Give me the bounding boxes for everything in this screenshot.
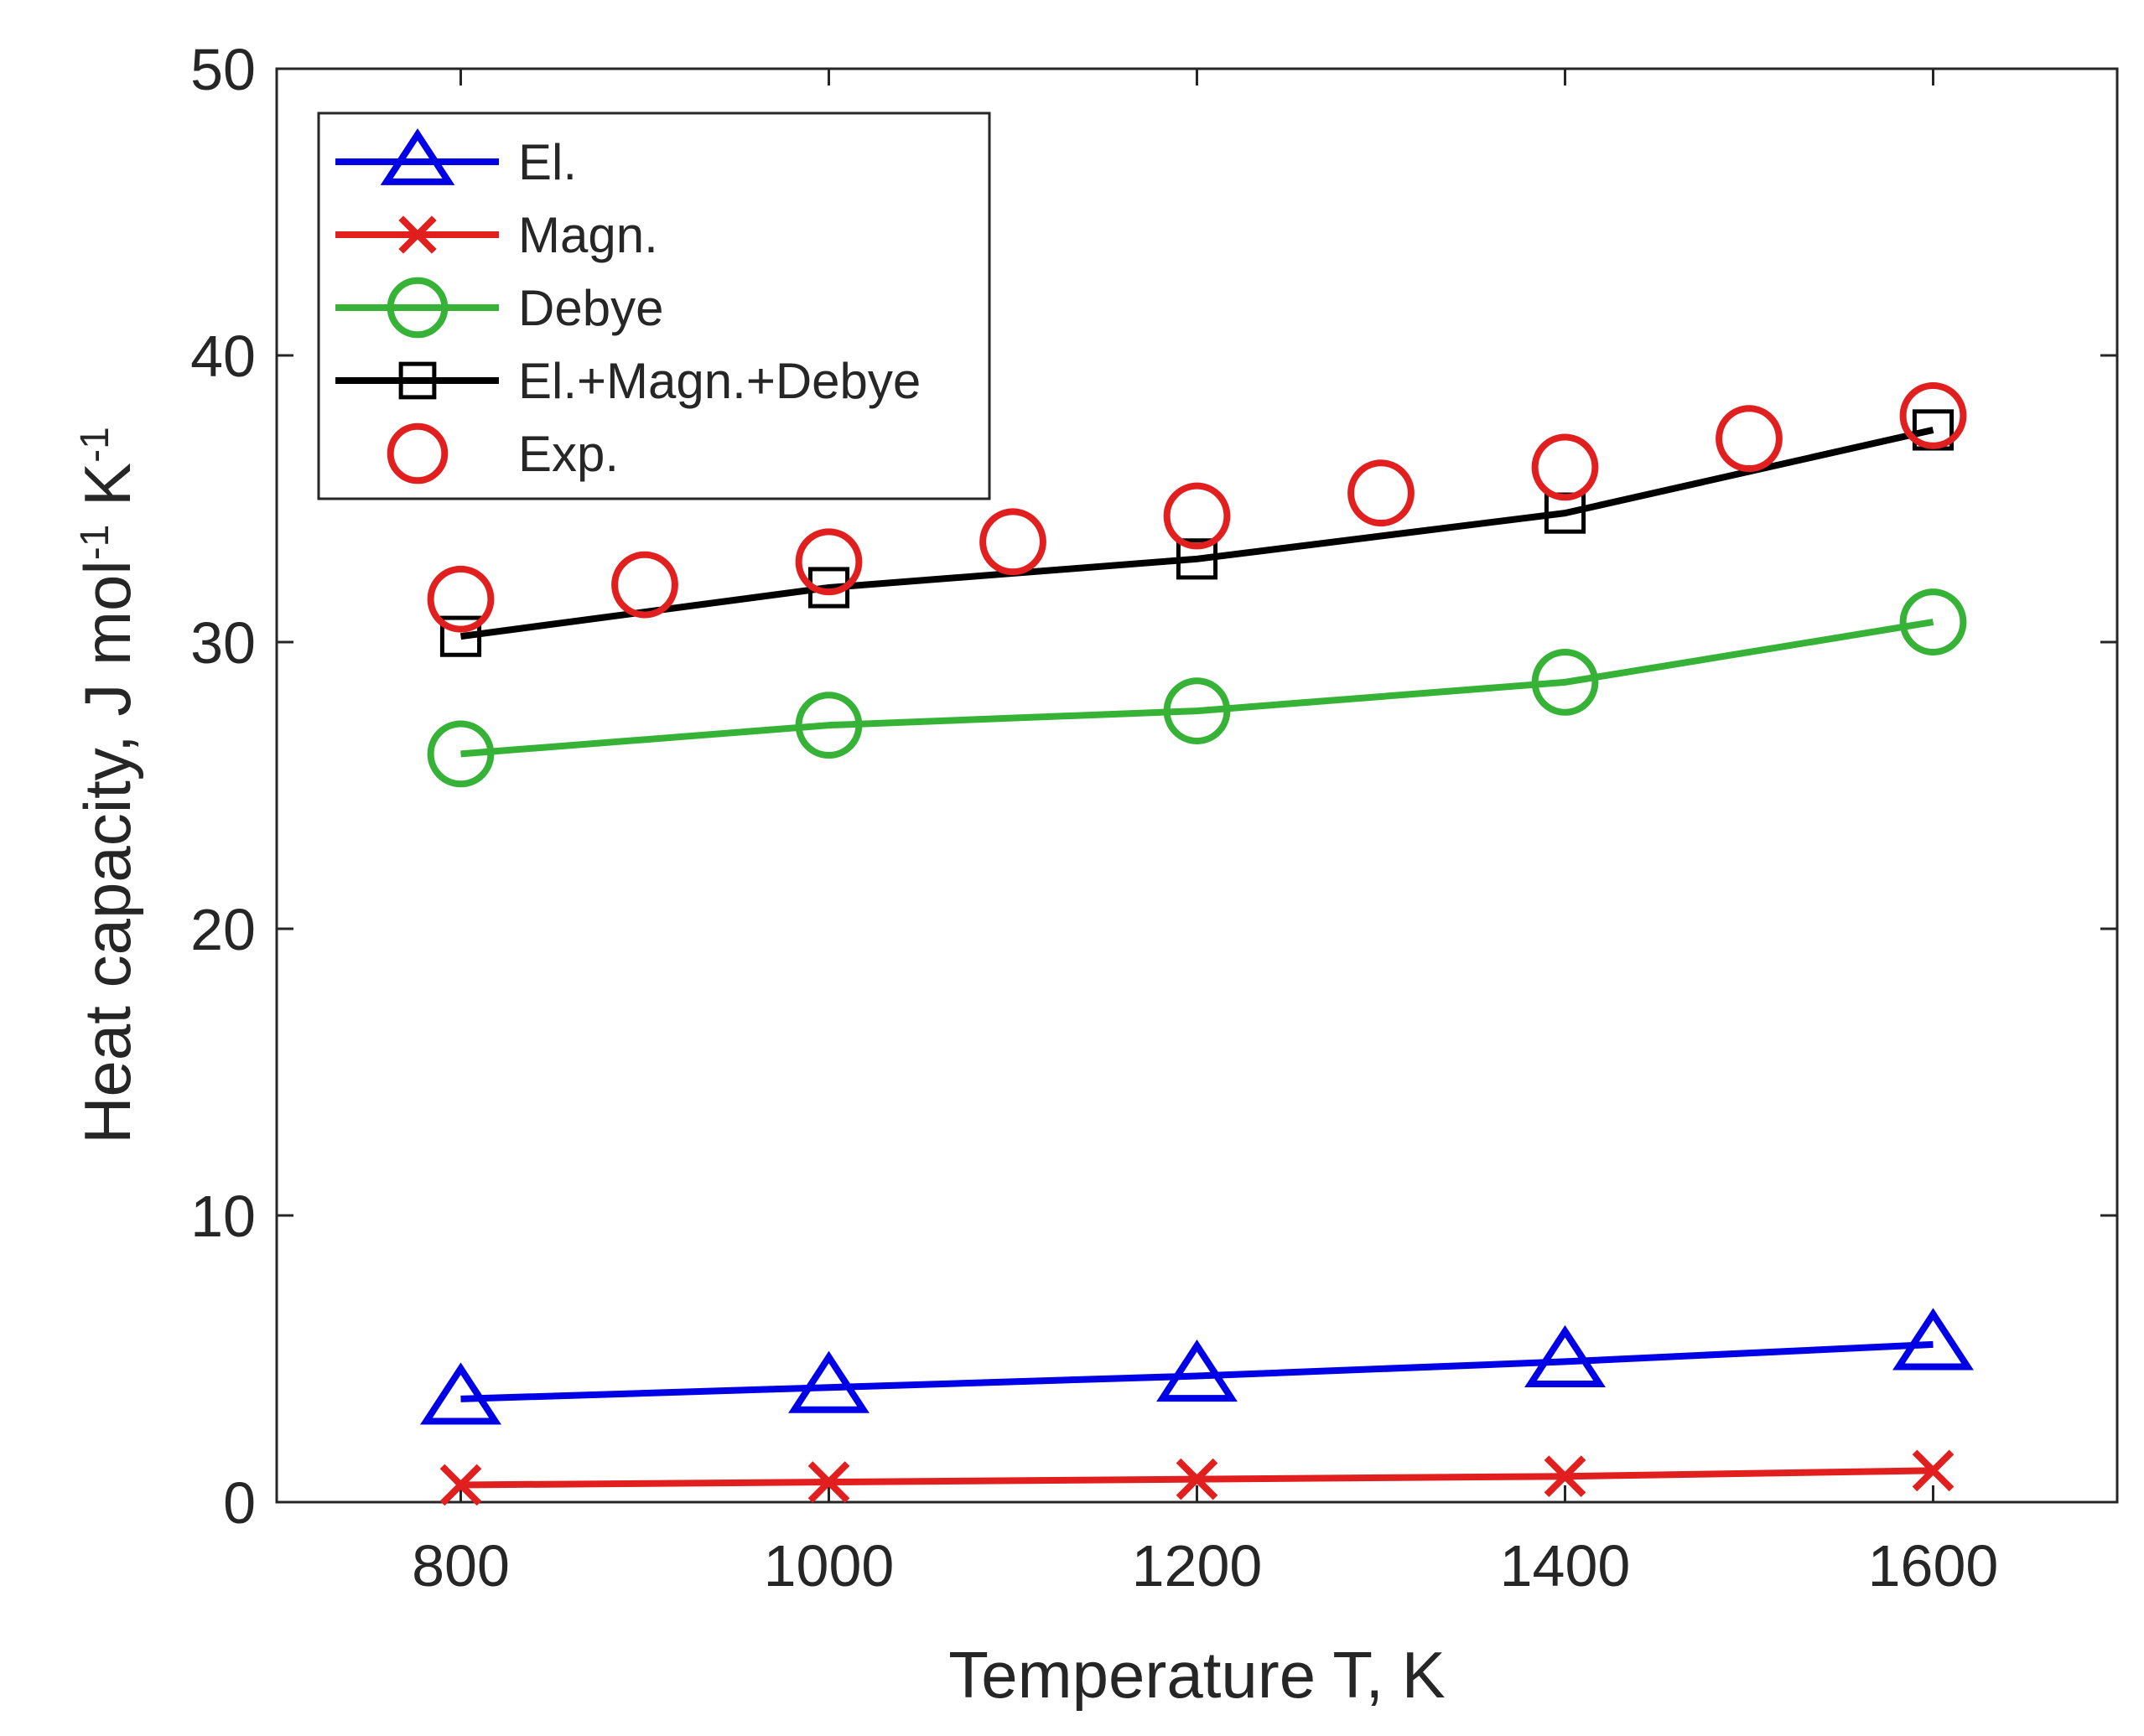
data-point-magn bbox=[807, 1461, 850, 1503]
data-point-exp bbox=[1899, 381, 1967, 449]
legend-entry-exp: Exp. bbox=[387, 422, 619, 485]
series-layer bbox=[420, 381, 1974, 1506]
data-point-exp bbox=[1716, 405, 1783, 473]
series-exp bbox=[427, 381, 1967, 633]
y-axis-label-superscript: -1 bbox=[73, 525, 117, 561]
y-tick-label: 40 bbox=[190, 324, 256, 389]
data-point-el bbox=[1524, 1324, 1606, 1387]
legend-entry-el: El. bbox=[335, 128, 577, 190]
data-point-el bbox=[420, 1362, 501, 1425]
data-point-el-magn-debye bbox=[439, 615, 482, 657]
legend-label: El.+Magn.+Debye bbox=[518, 353, 921, 409]
y-axis-label-superscript: -1 bbox=[73, 427, 117, 463]
data-point-magn bbox=[1912, 1449, 1955, 1492]
x-tick-label: 1400 bbox=[1500, 1533, 1631, 1599]
data-point-debye bbox=[1531, 649, 1599, 716]
y-tick-label: 20 bbox=[190, 897, 256, 962]
legend-entry-debye: Debye bbox=[335, 277, 663, 339]
data-point-el-magn-debye bbox=[1176, 538, 1218, 580]
legend-marker bbox=[380, 128, 455, 185]
x-tick-label: 1200 bbox=[1132, 1533, 1263, 1599]
data-point-magn bbox=[1544, 1455, 1586, 1498]
legend-entry-magn: Magn. bbox=[335, 207, 658, 263]
legend-label: El. bbox=[518, 134, 577, 190]
data-point-exp bbox=[979, 508, 1046, 576]
series-line-el bbox=[460, 1340, 1934, 1402]
y-axis-label-part: K bbox=[70, 463, 144, 525]
y-axis-label: Heat capacity, J mol-1 K-1 bbox=[70, 427, 144, 1144]
y-tick-label: 50 bbox=[190, 37, 256, 102]
data-point-exp bbox=[1531, 433, 1599, 501]
legend-label: Exp. bbox=[518, 426, 619, 482]
data-point-debye bbox=[1899, 588, 1967, 656]
data-point-magn bbox=[439, 1464, 482, 1506]
data-point-el bbox=[1892, 1308, 1974, 1371]
legend-marker bbox=[398, 215, 437, 254]
data-point-debye bbox=[1163, 677, 1231, 744]
x-tick-label: 1600 bbox=[1868, 1533, 1999, 1599]
data-point-exp bbox=[795, 528, 863, 596]
legend-marker bbox=[387, 422, 449, 485]
y-tick-label: 0 bbox=[223, 1470, 256, 1536]
y-tick-label: 30 bbox=[190, 610, 256, 676]
series-magn bbox=[439, 1449, 1955, 1506]
legend-entry-el-magn-debye: El.+Magn.+Debye bbox=[335, 353, 921, 409]
data-point-magn-stroke bbox=[807, 1461, 850, 1503]
series-el bbox=[420, 1308, 1974, 1425]
data-point-exp bbox=[1347, 459, 1415, 527]
x-tick-label: 1000 bbox=[764, 1533, 895, 1599]
data-point-el bbox=[1156, 1339, 1238, 1402]
legend-marker bbox=[387, 277, 449, 339]
legend: El. Magn. Debye El.+Magn.+Debye Exp. bbox=[317, 111, 991, 500]
y-axis-label-part: Heat capacity, J mol bbox=[70, 560, 144, 1143]
data-point-magn bbox=[1176, 1458, 1218, 1500]
series-line-el-magn-debye bbox=[459, 427, 1934, 640]
legend-label: Debye bbox=[518, 280, 663, 336]
x-axis-label: Temperature T, K bbox=[948, 1638, 1446, 1712]
axis-ticks: 800 1000 1200 1400 1600 0 10 20 30 40 50 bbox=[190, 37, 2117, 1599]
data-point-exp bbox=[427, 565, 495, 633]
data-point-magn-stroke bbox=[439, 1464, 482, 1506]
data-point-exp bbox=[611, 551, 678, 619]
data-point-magn-stroke bbox=[1544, 1455, 1586, 1498]
legend-marker-stroke bbox=[398, 215, 437, 254]
series-debye bbox=[427, 588, 1967, 788]
data-point-debye bbox=[427, 720, 495, 788]
legend-marker bbox=[398, 361, 437, 400]
data-point-magn-stroke bbox=[1912, 1449, 1955, 1492]
y-tick-label: 10 bbox=[190, 1184, 256, 1249]
data-point-magn-stroke bbox=[1176, 1458, 1218, 1500]
data-point-el bbox=[788, 1350, 870, 1413]
data-point-debye bbox=[795, 692, 863, 759]
series-line-debye bbox=[460, 619, 1934, 758]
series-el-magn-debye bbox=[439, 409, 1955, 657]
x-tick-label: 800 bbox=[412, 1533, 510, 1599]
data-point-exp bbox=[1163, 482, 1231, 550]
legend-label: Magn. bbox=[518, 207, 658, 263]
